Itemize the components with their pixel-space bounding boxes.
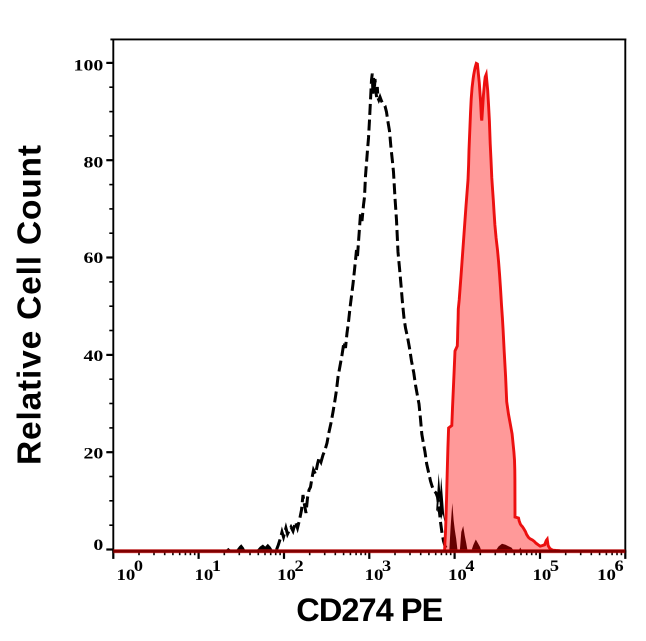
svg-text:3: 3: [382, 557, 391, 574]
svg-text:1: 1: [212, 557, 221, 574]
svg-text:10: 10: [533, 565, 552, 583]
svg-text:100: 100: [74, 56, 104, 74]
svg-text:10: 10: [597, 565, 616, 583]
svg-text:10: 10: [365, 565, 384, 583]
svg-text:10: 10: [277, 565, 296, 583]
svg-text:20: 20: [83, 444, 103, 462]
svg-text:0: 0: [93, 536, 103, 554]
svg-text:40: 40: [83, 347, 103, 365]
svg-text:0: 0: [134, 557, 143, 574]
svg-text:60: 60: [83, 249, 103, 267]
svg-text:4: 4: [465, 557, 475, 574]
svg-text:10: 10: [117, 565, 136, 583]
svg-text:Relative Cell Count: Relative Cell Count: [12, 145, 49, 465]
svg-text:2: 2: [295, 557, 304, 574]
svg-text:CD274 PE: CD274 PE: [296, 592, 443, 628]
svg-text:10: 10: [195, 565, 214, 583]
svg-text:80: 80: [83, 153, 103, 171]
svg-text:5: 5: [550, 557, 559, 574]
svg-text:10: 10: [448, 565, 467, 583]
svg-text:6: 6: [615, 557, 624, 574]
